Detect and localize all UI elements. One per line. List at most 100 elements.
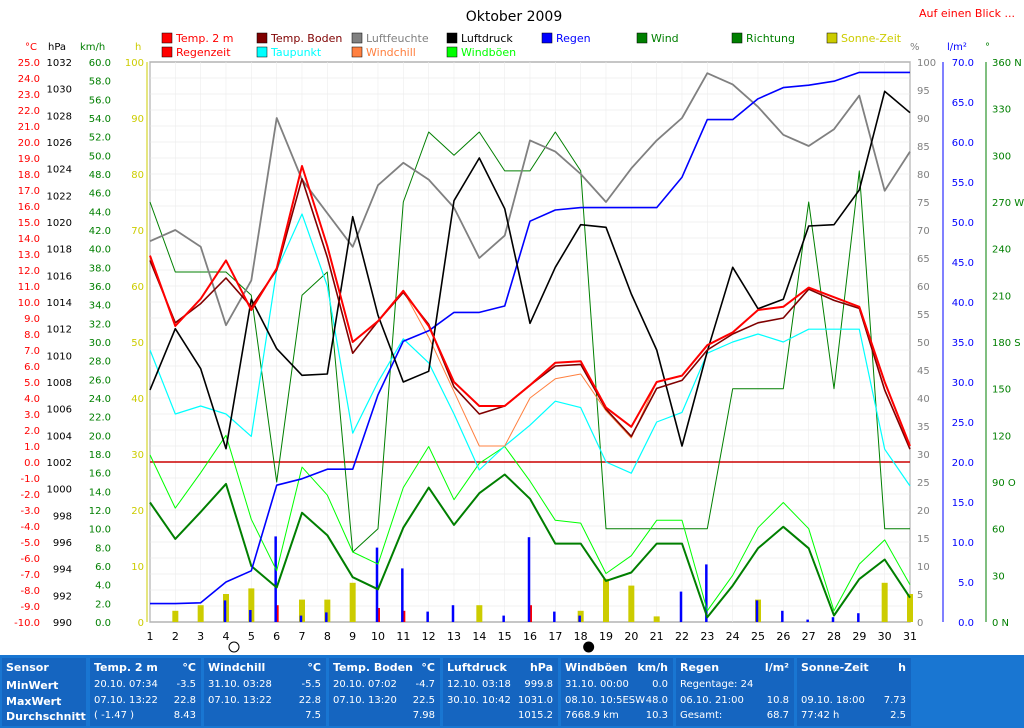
stats-avg-value: 68.7 [766, 710, 789, 721]
tick-temp: 23.0 [18, 90, 40, 101]
line-luftfeuchte [149, 72, 911, 327]
legend-label: Sonne-Zeit [841, 32, 902, 45]
stats-max-value: 48.0 [645, 695, 668, 706]
tick-press: 1030 [47, 85, 72, 96]
stats-title: Sonne-Zeit [801, 661, 869, 674]
tick-temp: 12.0 [18, 266, 40, 277]
stats-cell-regen: Regen l/m² Regentage: 24 06.10. 21:00 10.8 Ge… [676, 658, 794, 726]
tick-sun: 90 [131, 114, 144, 125]
bar-regen-tag [274, 536, 277, 622]
x-tick-label: 6 [273, 630, 280, 643]
x-tick-label: 25 [751, 630, 765, 643]
legend-item-temp-2-m: Temp. 2 m [161, 32, 234, 45]
tick-dir: 150 [992, 385, 1011, 396]
tick-wind: 22.0 [89, 413, 111, 424]
tick-hum: 10 [917, 562, 930, 573]
tick-dir: 270 W [992, 198, 1024, 209]
bar-regen-tag [781, 610, 784, 622]
tick-press: 1032 [47, 58, 72, 69]
tick-hum: 80 [917, 170, 930, 181]
stats-unit: °C [307, 661, 321, 674]
legend-swatch [351, 46, 363, 58]
legend-label: Luftfeuchte [366, 32, 429, 45]
tick-wind: 48.0 [89, 170, 111, 181]
tick-wind: 54.0 [89, 114, 111, 125]
stats-min-value: -5.5 [301, 679, 321, 690]
x-tick-label: 28 [827, 630, 841, 643]
moon-outline-icon [228, 641, 240, 653]
stats-label-min: MinWert [6, 679, 59, 692]
legend-swatch [541, 32, 553, 44]
stats-unit: h [898, 661, 906, 674]
x-tick-label: 11 [396, 630, 410, 643]
bar-sonne-zeit [628, 585, 635, 622]
stats-avg-note: 77:42 h [801, 710, 840, 721]
bar-regen-tag [401, 568, 404, 622]
tick-temp: 4.0 [24, 394, 40, 405]
stats-max-value: 10.8 [766, 695, 789, 706]
tick-temp: 0.0 [24, 458, 40, 469]
tick-press: 1008 [47, 378, 72, 389]
stats-max-value: 22.8 [173, 695, 196, 706]
line-wind [149, 473, 911, 619]
x-tick-label: 18 [574, 630, 588, 643]
x-tick-label: 16 [523, 630, 537, 643]
stats-max-time: 09.10. 18:00 [801, 695, 865, 706]
tick-wind: 58.0 [89, 77, 111, 88]
stats-cell-temp-2-m: Temp. 2 m °C 20.10. 07:34 -3.5 07.10. 13:22 2… [90, 658, 201, 726]
x-tick-label: 27 [802, 630, 816, 643]
legend-item-luftfeuchte: Luftfeuchte [351, 32, 429, 45]
tick-temp: 9.0 [24, 314, 40, 325]
tick-rain: 15.0 [952, 498, 974, 509]
tick-press: 1012 [47, 325, 72, 336]
tick-press: 1022 [47, 191, 72, 202]
x-tick-label: 14 [472, 630, 486, 643]
bar-sonne-zeit [172, 610, 179, 622]
tick-dir: 210 [992, 291, 1011, 302]
stats-min-value: -3.5 [176, 679, 196, 690]
bar-sonne-zeit [653, 616, 660, 622]
x-tick-label: 30 [878, 630, 892, 643]
tick-wind: 32.0 [89, 319, 111, 330]
legend-label: Richtung [746, 32, 795, 45]
bar-sonne-zeit [197, 605, 204, 622]
tick-press: 1010 [47, 351, 72, 362]
quick-view-link[interactable]: Auf einen Blick ... [919, 7, 1015, 20]
legend-label: Temp. Boden [270, 32, 342, 45]
bar-regen-tag [451, 605, 455, 622]
tick-dir: 30 [992, 571, 1005, 582]
tick-hum: 60 [917, 282, 930, 293]
tick-sun: 40 [131, 394, 144, 405]
bar-sonne-zeit [907, 594, 913, 622]
series-lines [149, 71, 911, 619]
axis-unit-sun: h [135, 42, 141, 53]
axis-ticks: -10.0 -9.0 -8.0 -7.0 -6.0 -5.0 -4.0 -3.0 -2.0 -1.… [14, 58, 1024, 629]
tick-temp: 15.0 [18, 218, 40, 229]
tick-press: 1000 [47, 485, 72, 496]
x-tick-label: 19 [599, 630, 613, 643]
tick-wind: 28.0 [89, 357, 111, 368]
legend-label: Taupunkt [270, 46, 322, 59]
stats-unit: km/h [637, 661, 668, 674]
tick-press: 1002 [47, 458, 72, 469]
tick-hum: 20 [917, 506, 930, 517]
tick-wind: 8.0 [95, 543, 111, 554]
stats-label-sensor: Sensor [6, 661, 49, 674]
tick-temp: -10.0 [14, 618, 40, 629]
tick-temp: 25.0 [18, 58, 40, 69]
x-tick-label: 10 [371, 630, 385, 643]
tick-temp: 20.0 [18, 138, 40, 149]
daily-bars [172, 536, 913, 622]
tick-temp: 11.0 [18, 282, 40, 293]
bar-regen-tag [223, 600, 227, 622]
legend-item-taupunkt: Taupunkt [256, 46, 322, 59]
x-tick-label: 31 [903, 630, 917, 643]
x-tick-label: 15 [498, 630, 512, 643]
tick-sun: 80 [131, 170, 144, 181]
tick-press: 990 [53, 618, 72, 629]
tick-rain: 60.0 [952, 138, 974, 149]
legend-swatch [446, 46, 458, 58]
tick-press: 1018 [47, 245, 72, 256]
bar-regen-tag [755, 600, 759, 622]
legend-swatch [636, 32, 648, 44]
